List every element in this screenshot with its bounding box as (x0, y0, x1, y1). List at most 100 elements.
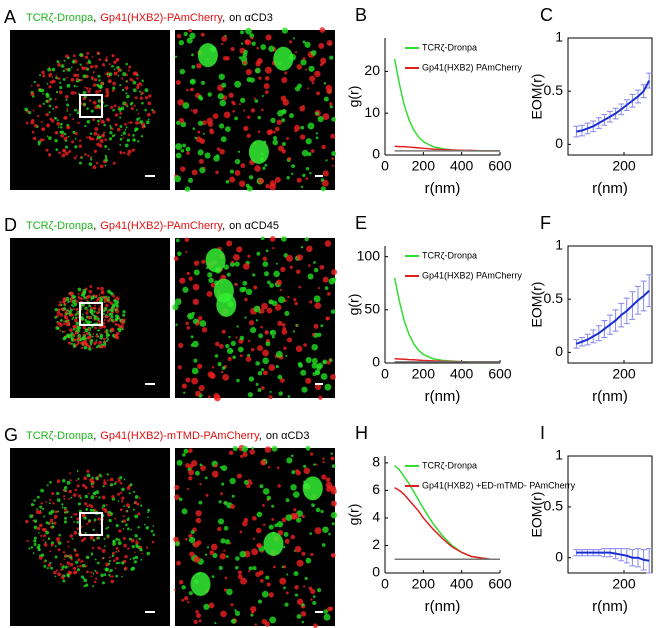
signal-spot (69, 300, 73, 303)
signal-spot (95, 334, 98, 338)
signal-spot (119, 112, 122, 115)
y-tick-label: 0.5 (544, 82, 564, 98)
signal-spot (84, 531, 87, 535)
signal-spot (247, 254, 251, 258)
signal-spot (121, 496, 125, 500)
signal-spot (76, 342, 80, 345)
signal-spot (89, 132, 93, 136)
signal-spot (95, 339, 98, 342)
signal-spot (186, 326, 191, 330)
signal-spot (121, 88, 125, 92)
signal-spot (252, 516, 257, 521)
signal-spot (99, 138, 104, 143)
signal-spot (283, 346, 287, 350)
data-line (576, 551, 650, 562)
signal-spot (32, 503, 35, 506)
signal-spot (198, 619, 202, 623)
caption-part: , (93, 220, 96, 232)
signal-spot (93, 306, 97, 310)
signal-spot (129, 558, 132, 560)
signal-spot (137, 140, 140, 143)
signal-spot (64, 315, 69, 320)
y-tick-label: 0 (372, 564, 380, 580)
signal-spot (251, 41, 256, 46)
signal-spot (107, 479, 110, 481)
signal-spot (260, 368, 265, 372)
signal-spot (117, 477, 120, 480)
signal-spot (92, 333, 95, 335)
signal-spot (117, 541, 122, 546)
signal-spot (94, 569, 97, 572)
signal-spot (220, 538, 226, 544)
signal-spot (96, 316, 99, 319)
signal-spot (294, 585, 299, 590)
signal-spot (75, 560, 79, 564)
signal-spot (81, 67, 85, 71)
signal-spot (48, 521, 51, 525)
signal-spot (301, 386, 308, 393)
signal-spot (284, 71, 288, 75)
signal-spot (92, 119, 95, 122)
signal-spot (115, 574, 119, 578)
signal-spot (72, 493, 77, 497)
x-tick-label: 400 (450, 576, 474, 592)
signal-spot (286, 457, 293, 464)
signal-spot (64, 508, 67, 512)
signal-spot (214, 341, 220, 347)
signal-spot (39, 138, 44, 142)
signal-spot (40, 534, 43, 537)
caption-part: TCRζ-Dronpa (26, 220, 94, 232)
cluster (302, 476, 323, 501)
signal-spot (285, 354, 288, 357)
signal-spot (237, 570, 242, 575)
signal-spot (256, 511, 263, 518)
signal-spot (90, 553, 93, 556)
x-tick-label: 0 (381, 576, 389, 592)
signal-spot (40, 488, 44, 493)
signal-spot (48, 104, 52, 108)
signal-spot (242, 60, 247, 65)
signal-spot (60, 126, 63, 129)
signal-spot (317, 116, 324, 123)
signal-spot (96, 536, 101, 540)
signal-spot (260, 236, 265, 241)
signal-spot (275, 350, 283, 358)
signal-spot (274, 304, 282, 311)
signal-spot (141, 101, 144, 105)
signal-spot (66, 76, 68, 79)
signal-spot (185, 251, 188, 254)
signal-spot (175, 152, 182, 159)
signal-spot (261, 94, 264, 97)
signal-spot (122, 310, 126, 314)
signal-spot (113, 60, 117, 64)
signal-spot (54, 316, 58, 319)
signal-spot (331, 157, 334, 160)
signal-spot (38, 546, 40, 549)
signal-spot (320, 324, 324, 328)
signal-spot (66, 125, 71, 130)
signal-spot (191, 169, 198, 176)
signal-spot (251, 548, 259, 556)
signal-spot (125, 92, 128, 95)
signal-spot (284, 310, 290, 317)
signal-spot (113, 104, 117, 108)
signal-spot (313, 323, 319, 329)
signal-spot (115, 546, 119, 550)
signal-spot (312, 600, 317, 605)
signal-spot (222, 373, 230, 381)
signal-spot (122, 527, 125, 530)
signal-spot (87, 492, 90, 495)
y-tick-label: 1 (555, 237, 563, 253)
signal-spot (283, 586, 286, 590)
signal-spot (99, 118, 102, 121)
x-tick-label: 200 (612, 576, 636, 592)
signal-spot (103, 481, 107, 486)
signal-spot (243, 109, 246, 112)
signal-spot (182, 102, 190, 109)
signal-spot (125, 523, 128, 527)
signal-spot (308, 586, 313, 591)
signal-spot (287, 295, 290, 299)
signal-spot (78, 139, 82, 142)
signal-spot (89, 508, 93, 512)
signal-spot (77, 301, 80, 304)
